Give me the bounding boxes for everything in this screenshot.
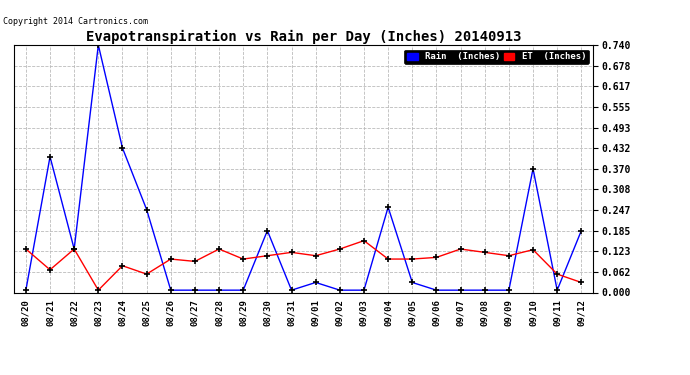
Legend: Rain  (Inches), ET  (Inches): Rain (Inches), ET (Inches): [404, 50, 589, 64]
Title: Evapotranspiration vs Rain per Day (Inches) 20140913: Evapotranspiration vs Rain per Day (Inch…: [86, 30, 522, 44]
Text: Copyright 2014 Cartronics.com: Copyright 2014 Cartronics.com: [3, 17, 148, 26]
